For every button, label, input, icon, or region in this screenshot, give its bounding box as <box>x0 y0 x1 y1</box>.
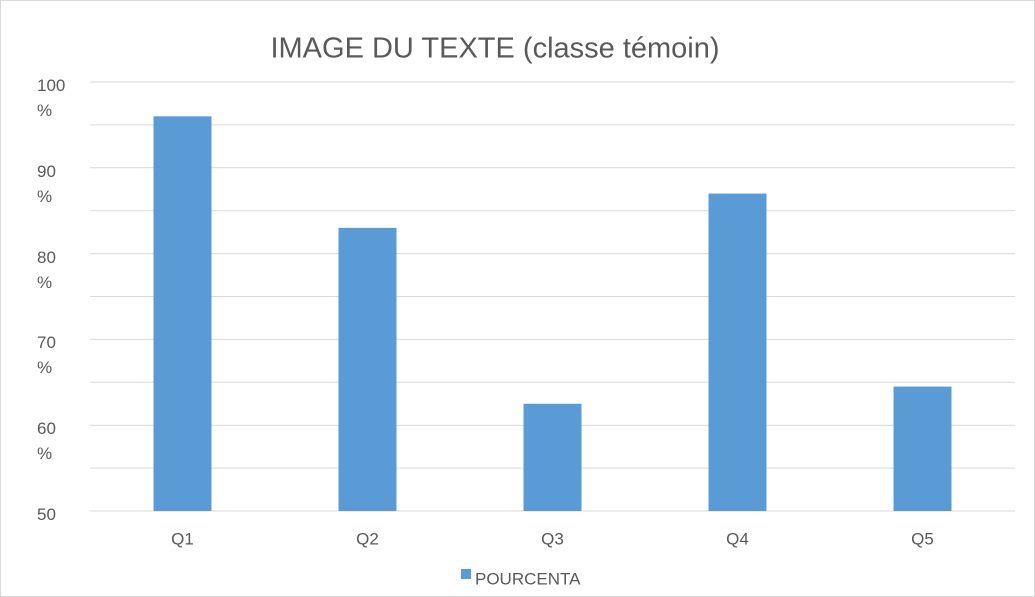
bar <box>893 386 952 511</box>
legend-label: POURCENTA <box>475 569 581 588</box>
y-tick-label: 50 <box>37 505 56 524</box>
y-tick-label: 70 % <box>37 333 56 378</box>
x-tick-label: Q3 <box>541 529 564 548</box>
y-tick-label: 60 % <box>37 419 56 464</box>
bar <box>523 403 582 511</box>
bar <box>708 193 767 512</box>
bar <box>338 227 397 512</box>
y-tick-label: 80 % <box>37 247 56 292</box>
x-tick-label: Q5 <box>911 529 934 548</box>
x-tick-label: Q1 <box>171 529 194 548</box>
x-tick-label: Q4 <box>726 529 749 548</box>
legend-swatch <box>461 569 471 579</box>
y-tick-label: 90 % <box>37 161 56 206</box>
x-tick-label: Q2 <box>356 529 379 548</box>
y-tick-label: 100 % <box>37 76 66 120</box>
chart-title: IMAGE DU TEXTE (classe témoin) <box>270 33 719 65</box>
bar <box>153 116 212 511</box>
